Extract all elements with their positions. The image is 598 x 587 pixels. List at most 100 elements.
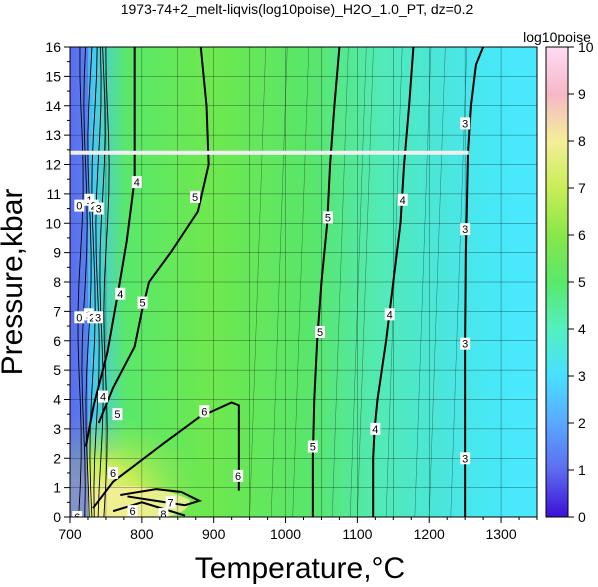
contour-label: 3 xyxy=(462,118,468,130)
y-tick-label: 12 xyxy=(45,157,61,173)
contour-label-bg xyxy=(370,422,381,435)
y-tick-label: 4 xyxy=(53,392,61,408)
colorbar-tick-label: 9 xyxy=(578,86,586,102)
fine-contour-line xyxy=(385,47,403,517)
fine-contour-line xyxy=(292,47,310,517)
colorbar-label: log10poise xyxy=(523,29,591,45)
contour-label-bg xyxy=(131,176,142,189)
contour-label: 5 xyxy=(317,327,323,339)
contour-label: 4 xyxy=(100,392,106,404)
colorbar-tick-label: 10 xyxy=(578,39,594,55)
colorbar-tick-label: 4 xyxy=(578,321,586,337)
y-axis-label: Pressure,kbar xyxy=(0,189,29,376)
contour-label: 6 xyxy=(235,471,241,483)
chart-title: 1973-74+2_melt-liqvis(log10poise)_H2O_1.… xyxy=(121,1,474,17)
contour-label-bg xyxy=(190,190,201,203)
y-tick-label: 3 xyxy=(53,421,61,437)
fine-contour-line xyxy=(350,47,367,517)
colorbar-tick-label: 0 xyxy=(578,509,586,525)
fine-contour-line xyxy=(357,47,374,517)
y-tick-label: 0 xyxy=(53,509,61,525)
y-tick-label: 15 xyxy=(45,68,61,84)
x-tick-label: 1200 xyxy=(414,526,445,542)
contour-label: 3 xyxy=(462,339,468,351)
contour-label-bg xyxy=(384,308,395,321)
grid xyxy=(70,47,537,517)
contour-label: 8 xyxy=(160,509,166,521)
dense-contour-line xyxy=(103,47,110,517)
contour-label-bg xyxy=(137,296,148,309)
contour-label-bg xyxy=(74,311,85,324)
contour-label-bg xyxy=(460,337,471,350)
fine-contour-line xyxy=(332,47,349,517)
colorbar-tick-label: 1 xyxy=(578,462,586,478)
contour-labels: 3333444555555444666780123012366 xyxy=(72,117,471,521)
missing-data-band xyxy=(70,150,469,155)
contour-label: 3 xyxy=(462,224,468,236)
contour-line-3 xyxy=(464,47,485,517)
contour-label-bg xyxy=(158,508,169,517)
y-tick-label: 2 xyxy=(53,450,61,466)
fine-contour-line xyxy=(270,47,288,517)
contour-label: 0 xyxy=(76,312,82,324)
contour-label: 5 xyxy=(325,212,331,224)
contour-label-bg xyxy=(87,311,98,324)
contour-label-bg xyxy=(98,390,109,403)
y-tick-label: 10 xyxy=(45,215,61,231)
contour-label: 3 xyxy=(95,312,101,324)
contour-label-bg xyxy=(322,211,333,224)
contours xyxy=(84,47,485,517)
contour-label-bg xyxy=(127,505,138,517)
x-tick-label: 900 xyxy=(202,526,226,542)
contour-label: 5 xyxy=(114,409,120,421)
colorbar-tick-label: 6 xyxy=(578,227,586,243)
y-tick-label: 8 xyxy=(53,274,61,290)
contour-label: 4 xyxy=(117,289,123,301)
x-tick-label: 1000 xyxy=(270,526,301,542)
x-tick-label: 800 xyxy=(130,526,154,542)
contour-label-bg xyxy=(93,311,104,324)
y-tick-label: 13 xyxy=(45,127,61,143)
contour-label: 6 xyxy=(110,468,116,480)
contour-label-bg xyxy=(460,117,471,130)
contour-label-bg xyxy=(307,440,318,453)
contour-label-bg xyxy=(460,452,471,465)
dense-contour-line xyxy=(85,47,93,517)
contour-label: 3 xyxy=(462,453,468,465)
colorbar-tick-label: 3 xyxy=(578,368,586,384)
y-tick-label: 9 xyxy=(53,245,61,261)
contour-label-bg xyxy=(72,511,83,517)
contour-label-bg xyxy=(88,199,99,212)
colorbar-tick-label: 7 xyxy=(578,180,586,196)
y-tick-label: 1 xyxy=(53,480,61,496)
contour-label: 5 xyxy=(192,192,198,204)
colorbar xyxy=(545,46,569,518)
fine-contour-line xyxy=(414,47,432,517)
x-tick-label: 1100 xyxy=(342,526,372,542)
dense-contour-line xyxy=(77,47,84,517)
fine-contours xyxy=(77,47,468,517)
y-tick-label: 11 xyxy=(46,186,61,202)
y-tick-label: 14 xyxy=(45,98,61,114)
dense-contour-line xyxy=(97,47,106,517)
dense-contour-line xyxy=(81,47,88,517)
contour-label-bg xyxy=(233,469,244,482)
contour-line-8 xyxy=(112,501,186,517)
colorbar-tick-label: 5 xyxy=(578,274,586,290)
contour-label: 6 xyxy=(129,506,135,518)
contour-label: 6 xyxy=(201,406,207,418)
contour-label: 5 xyxy=(310,442,316,454)
dense-contour-line xyxy=(89,47,98,517)
dense-contour-line xyxy=(93,47,102,517)
fine-contour-line xyxy=(429,47,446,517)
contour-label: 2 xyxy=(91,201,97,213)
y-tick-label: 5 xyxy=(53,362,61,378)
contour-label-bg xyxy=(108,466,119,479)
plot-area: 3333444555555444666780123012366 xyxy=(70,47,537,521)
colorbar-tick-label: 2 xyxy=(578,415,586,431)
contour-line-5 xyxy=(97,47,210,424)
contour-label: 4 xyxy=(387,309,393,321)
contour-line-4 xyxy=(84,47,136,447)
